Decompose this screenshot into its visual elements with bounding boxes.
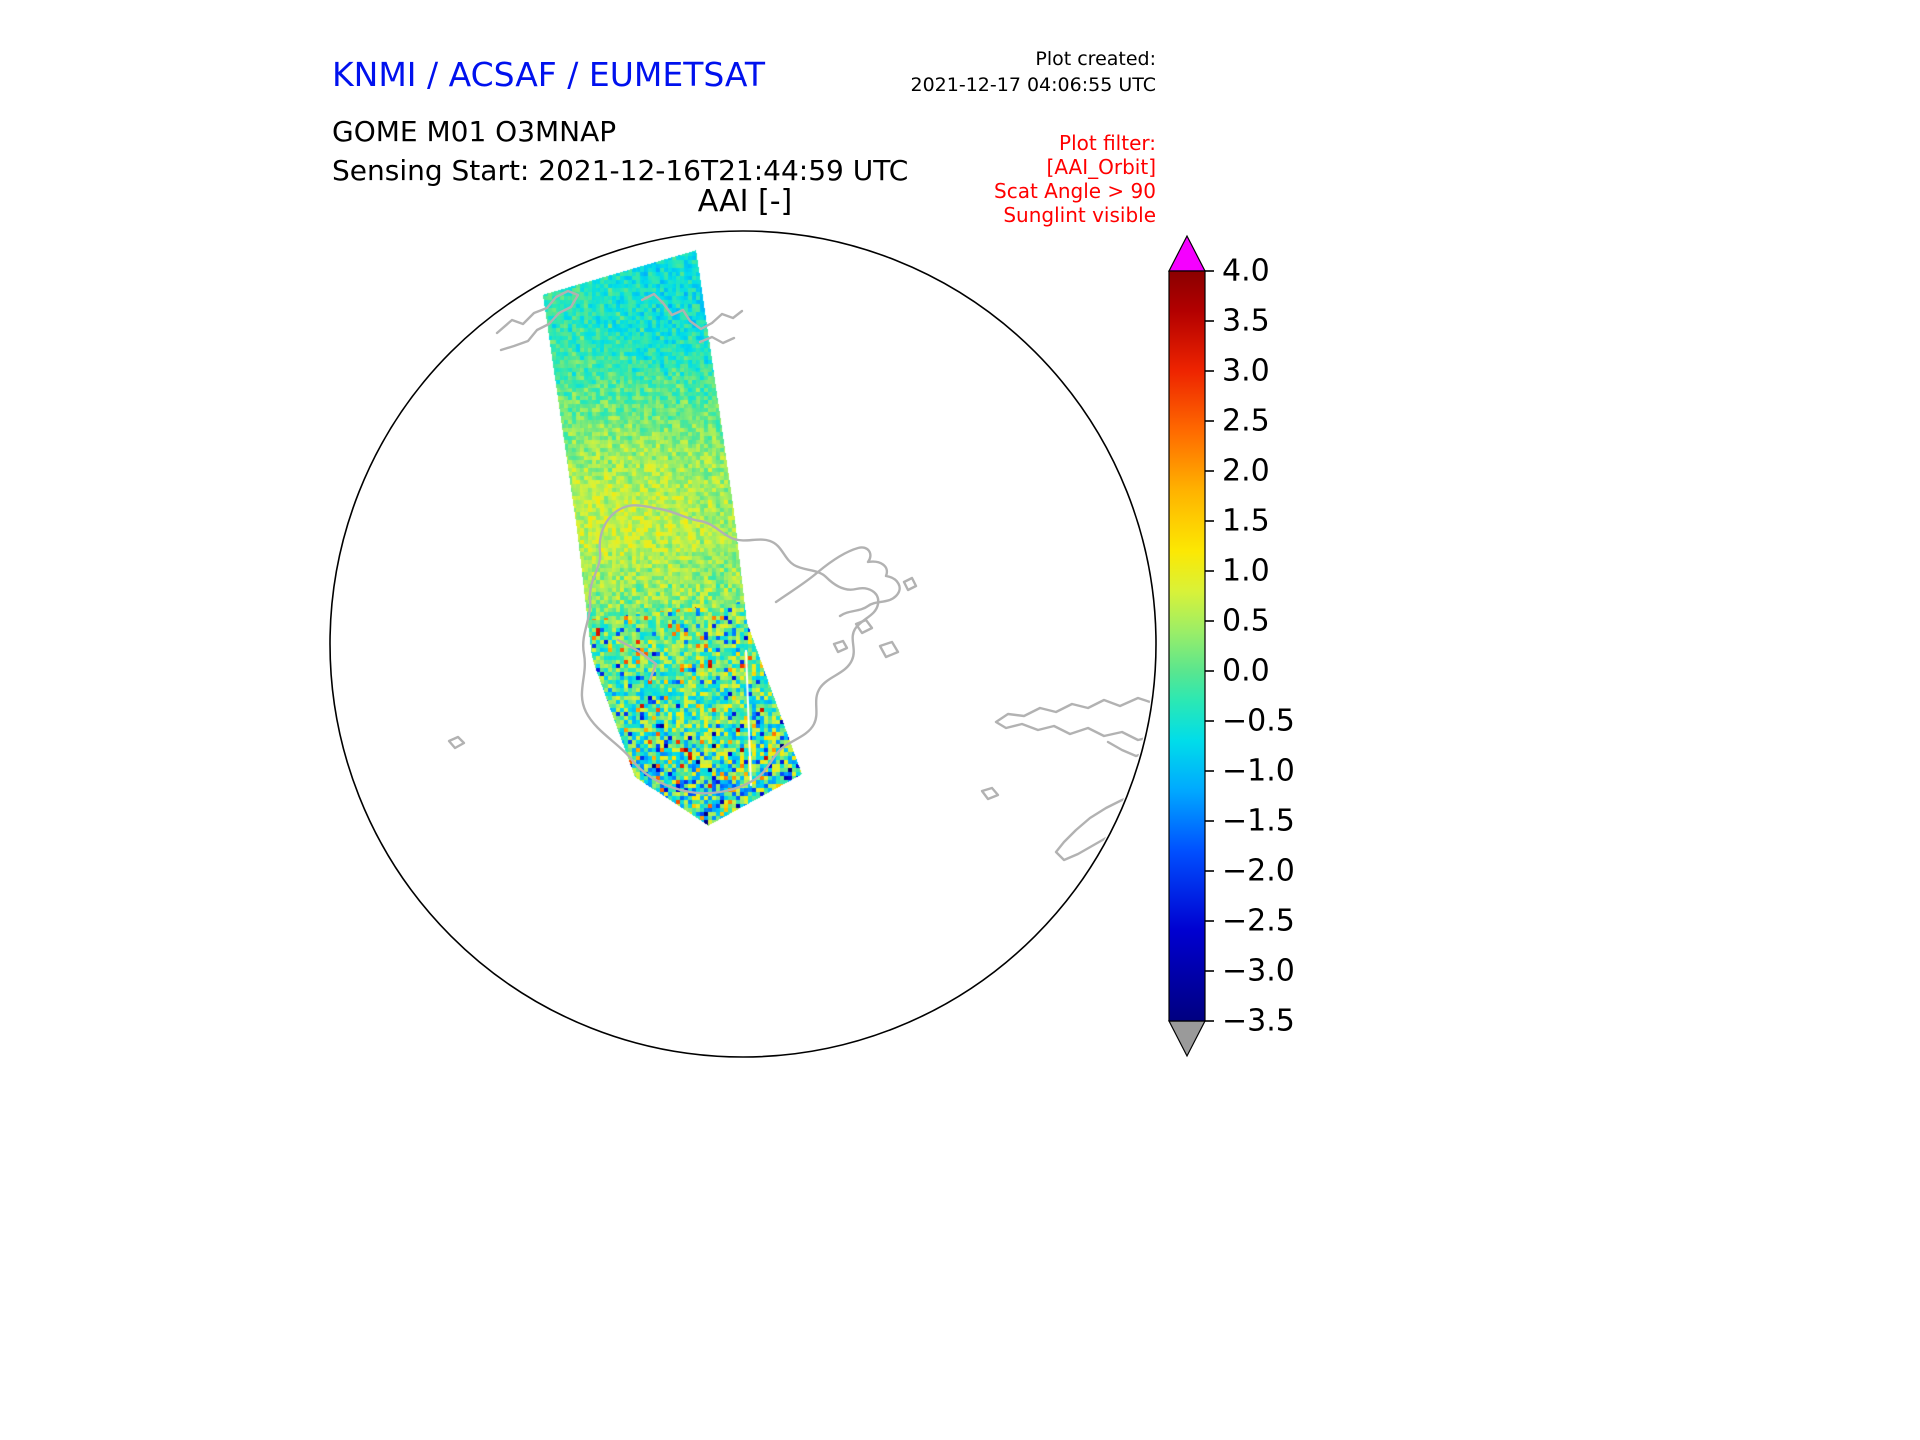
coastline-path (1106, 740, 1150, 758)
colorbar-tick-label: 2.0 (1222, 454, 1270, 489)
coastline-path (994, 696, 1154, 742)
colorbar-tick-label: 4.0 (1222, 254, 1270, 289)
colorbar-ticks: 4.0 3.5 3.0 2.5 2.0 1.5 1.0 0.5 0.0 −0.5 −1.0 −1.5 −… (1205, 254, 1295, 1039)
plot-created-block: Plot created: 2021-12-17 04:06:55 UTC (820, 46, 1157, 98)
plot-created-value: 2021-12-17 04:06:55 UTC (910, 74, 1157, 96)
coastline-path (1092, 864, 1136, 894)
colorbar-tick-label: −0.5 (1222, 704, 1295, 739)
colorbar-tick-label: 2.5 (1222, 404, 1270, 439)
plot-filter-line: Plot filter: (1059, 131, 1156, 155)
colorbar-gradient-bar (1168, 270, 1206, 1022)
plot-created-label: Plot created: (1035, 48, 1156, 70)
aai-swath-canvas (480, 230, 840, 834)
colorbar-tick-label: 0.0 (1222, 654, 1270, 689)
colorbar-tick-label: −3.0 (1222, 954, 1295, 989)
colorbar-tick-label: −2.5 (1222, 904, 1295, 939)
colorbar-tick-label: 3.0 (1222, 354, 1270, 389)
coastline-path (854, 618, 874, 635)
coastline-path (447, 735, 466, 750)
colorbar-tick-label: 1.0 (1222, 554, 1270, 589)
coastline-path (1054, 792, 1154, 872)
plot-filter-line: [AAI_Orbit] (1046, 155, 1156, 179)
colorbar-under-arrow (1168, 1020, 1206, 1058)
coastline-path (878, 640, 900, 659)
agency-title: KNMI / ACSAF / EUMETSAT (332, 55, 766, 94)
coastline-path (980, 786, 1000, 801)
colorbar-tick-label: −2.0 (1222, 854, 1295, 889)
coastline-path (902, 576, 918, 592)
colorbar-tick-label: −1.0 (1222, 754, 1295, 789)
colorbar-tick-label: 0.5 (1222, 604, 1270, 639)
plot-filter-line: Scat Angle > 90 (994, 179, 1156, 203)
product-name: GOME M01 O3MNAP (332, 115, 617, 148)
colorbar-tick-label: 3.5 (1222, 304, 1270, 339)
colorbar-tick-label: −3.5 (1222, 1004, 1295, 1039)
colorbar: 4.0 3.5 3.0 2.5 2.0 1.5 1.0 0.5 0.0 −0.5 −1.0 −1.5 −… (1168, 234, 1295, 1058)
colorbar-tick-label: 1.5 (1222, 504, 1270, 539)
colorbar-over-arrow (1168, 234, 1206, 272)
plot-filter-block: Plot filter: [AAI_Orbit] Scat Angle > 90… (820, 131, 1156, 227)
plot-filter-line: Sunglint visible (1003, 203, 1156, 227)
product-block: GOME M01 O3MNAP Sensing Start: 2021-12-1… (332, 112, 908, 190)
map-title: AAI [-] (697, 184, 793, 219)
colorbar-tick-label: −1.5 (1222, 804, 1295, 839)
sensing-start: Sensing Start: 2021-12-16T21:44:59 UTC (332, 154, 909, 187)
